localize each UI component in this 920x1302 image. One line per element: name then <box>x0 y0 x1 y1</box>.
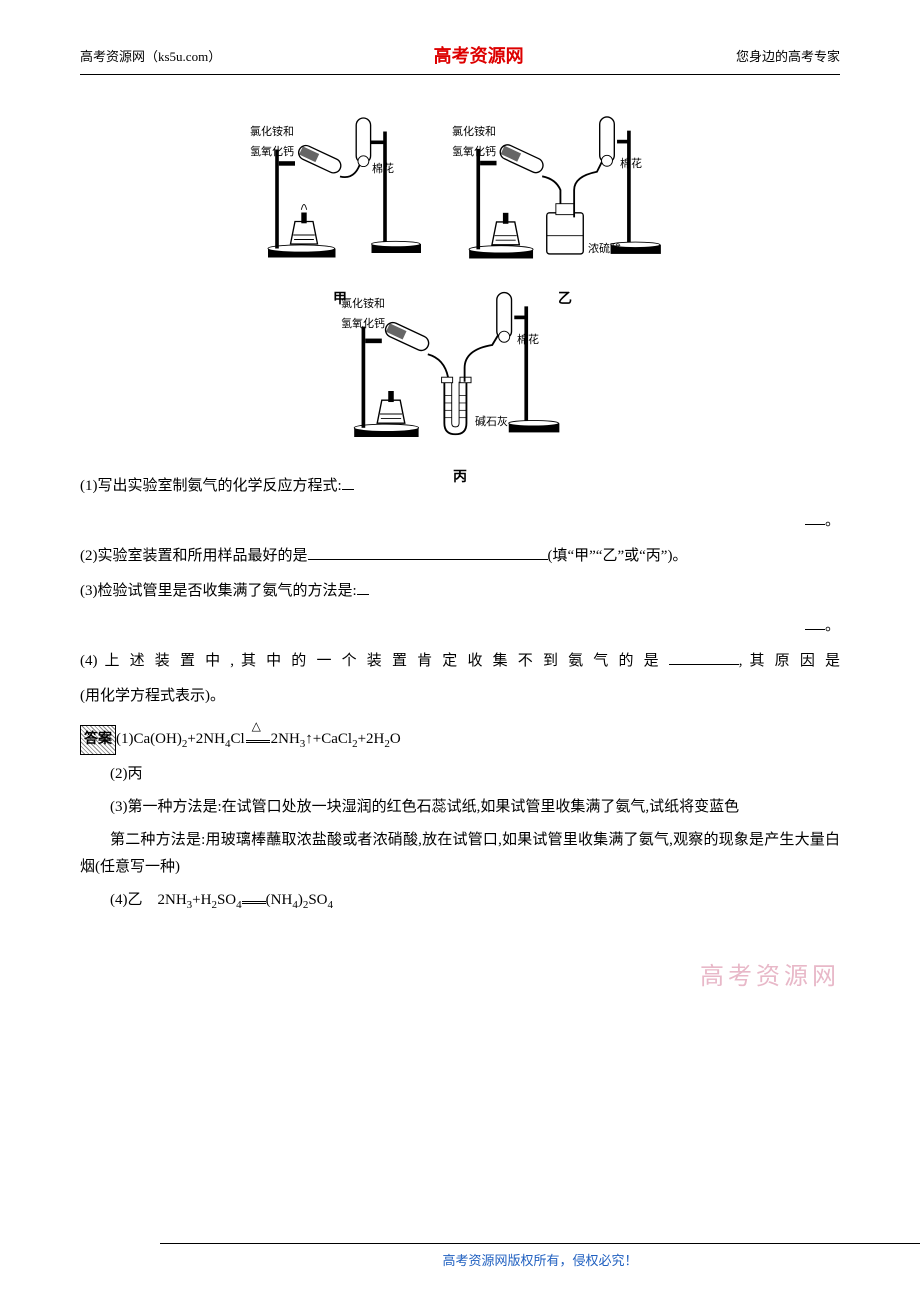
a1-p3: Cl <box>230 731 244 747</box>
apparatus-b: 氯化铵和氢氧化钙 棉花 浓硫酸 乙 <box>460 105 670 275</box>
caption-c: 丙 <box>345 465 575 490</box>
label-cotton-b: 棉花 <box>620 155 642 175</box>
q2-post: (填“甲”“乙”或“丙”)。 <box>548 548 688 564</box>
answer-4: (4)乙 2NH3+H2SO4(NH4)2SO4 <box>80 887 840 916</box>
label-cotton-c: 棉花 <box>517 331 539 351</box>
diagram-row-2: 氯化铵和氢氧化钙 棉花 碱石灰 丙 <box>80 283 840 453</box>
a4-p1: (4)乙 2NH <box>110 892 187 908</box>
q4-mid: , 其 原 因 是 <box>739 653 840 669</box>
header-left: 高考资源网（ks5u.com） <box>80 45 221 68</box>
header-right: 您身边的高考专家 <box>736 45 840 68</box>
q4-line2-text: (用化学方程式表示)。 <box>80 688 225 704</box>
label-soda-lime: 碱石灰 <box>475 413 508 433</box>
a1-p5: ↑+CaCl <box>305 731 352 747</box>
q3-period: 。 <box>805 613 840 640</box>
a4-p3: SO <box>217 892 236 908</box>
apparatus-c: 氯化铵和氢氧化钙 棉花 碱石灰 丙 <box>345 283 575 453</box>
eq-line-2 <box>242 901 266 904</box>
answer-label: 答案 <box>80 725 116 754</box>
q2-pre: (2)实验室装置和所用样品最好的是 <box>80 548 308 564</box>
diagram-row-1: 氯化铵和氢氧化钙 棉花 甲 <box>80 105 840 275</box>
header-logo-text: 高考资源网 <box>434 40 524 72</box>
q3-trailing: 。 <box>80 613 840 640</box>
answer-3-line2: 第二种方法是:用玻璃棒蘸取浓盐酸或者浓硝酸,放在试管口,如果试管里收集满了氨气,… <box>80 827 840 881</box>
label-cotton-a: 棉花 <box>372 160 394 180</box>
q4-blank <box>669 664 739 665</box>
label-reagent-c: 氯化铵和氢氧化钙 <box>341 295 385 335</box>
page-header: 高考资源网（ks5u.com） 高考资源网 您身边的高考专家 <box>80 40 840 75</box>
a1-p6: +2H <box>358 731 385 747</box>
answer-2: (2)丙 <box>80 761 840 788</box>
a1-p1: (1)Ca(OH) <box>116 731 182 747</box>
a4-p4: (NH <box>266 892 293 908</box>
a1-p7: O <box>390 731 401 747</box>
apparatus-diagrams: 氯化铵和氢氧化钙 棉花 甲 <box>80 105 840 453</box>
question-4-line1: (4) 上 述 装 置 中 , 其 中 的 一 个 装 置 肯 定 收 集 不 … <box>80 648 840 675</box>
answer-section: 答案(1)Ca(OH)2+2NH4Cl△2NH3↑+CaCl2+2H2O (2)… <box>80 725 840 916</box>
q3-blank <box>357 594 369 595</box>
watermark: 高考资源网 <box>80 956 840 999</box>
label-sulfuric: 浓硫酸 <box>588 240 621 260</box>
q1-text: (1)写出实验室制氨气的化学反应方程式: <box>80 478 342 494</box>
a1-p2: +2NH <box>187 731 225 747</box>
q2-blank <box>308 559 548 560</box>
question-4-line2: (用化学方程式表示)。 <box>80 683 840 710</box>
label-reagent-a: 氯化铵和氢氧化钙 <box>250 123 294 163</box>
label-reagent-b: 氯化铵和氢氧化钙 <box>452 123 496 163</box>
q3-text: (3)检验试管里是否收集满了氨气的方法是: <box>80 583 357 599</box>
a4-p2: +H <box>192 892 211 908</box>
answer-3-line1: (3)第一种方法是:在试管口处放一块湿润的红色石蕊试纸,如果试管里收集满了氨气,… <box>80 794 840 821</box>
question-3: (3)检验试管里是否收集满了氨气的方法是: <box>80 578 840 605</box>
apparatus-a: 氯化铵和氢氧化钙 棉花 甲 <box>250 105 430 275</box>
q1-period: 。 <box>805 508 840 535</box>
q4-pre: (4) 上 述 装 置 中 , 其 中 的 一 个 装 置 肯 定 收 集 不 … <box>80 653 662 669</box>
question-2: (2)实验室装置和所用样品最好的是 (填“甲”“乙”或“丙”)。 <box>80 543 840 570</box>
a4-p6: SO <box>308 892 327 908</box>
q1-trailing: 。 <box>80 508 840 535</box>
page-footer: 高考资源网版权所有，侵权必究！ <box>160 1243 920 1272</box>
a1-p4: 2NH <box>271 731 300 747</box>
answer-1: 答案(1)Ca(OH)2+2NH4Cl△2NH3↑+CaCl2+2H2O <box>80 725 840 755</box>
